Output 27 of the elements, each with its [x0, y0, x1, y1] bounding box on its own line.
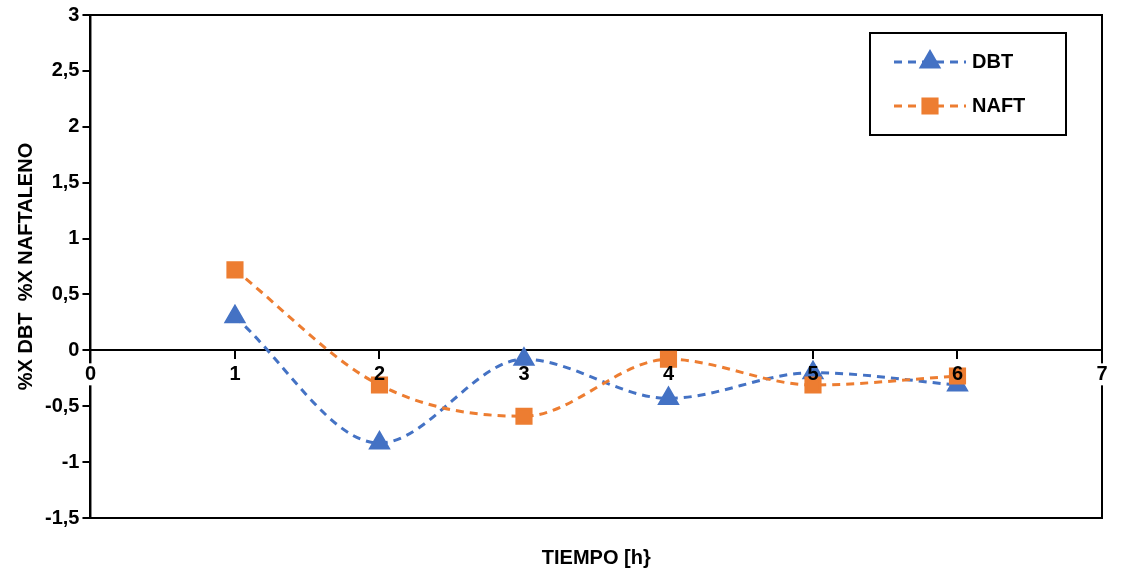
y-tick-label: 2,5: [51, 58, 80, 81]
point: [658, 386, 679, 405]
y-tick-label: 1: [68, 226, 80, 249]
y-tick-label: -1,5: [44, 505, 80, 528]
x-tick-label: 1: [229, 361, 241, 384]
y-tick-label: 2: [68, 114, 80, 137]
point: [226, 261, 244, 279]
y-tick-label: 3: [68, 2, 80, 25]
legend-label: NAFT: [972, 93, 1026, 116]
y-axis-title: %X DBT %X NAFTALENO: [13, 142, 36, 391]
x-tick-label: 4: [662, 361, 675, 384]
x-tick-label: 6: [951, 361, 964, 384]
x-axis-title: TIEMPO [h}: [541, 545, 651, 568]
point: [369, 431, 390, 450]
y-tick-label: 0: [68, 337, 80, 360]
y-tick-label: -0,5: [44, 393, 80, 416]
y-tick-label: 0,5: [51, 281, 80, 304]
x-tick-label: 3: [518, 361, 530, 384]
point: [659, 350, 678, 368]
x-tick-label: 0: [84, 361, 97, 384]
x-tick-label: 7: [1096, 361, 1108, 384]
point: [513, 347, 535, 366]
y-tick-label: -1: [61, 449, 80, 472]
legend-label: DBT: [972, 49, 1014, 72]
point: [515, 407, 533, 425]
y-tick-label: 1,5: [51, 170, 80, 193]
point: [224, 305, 246, 324]
